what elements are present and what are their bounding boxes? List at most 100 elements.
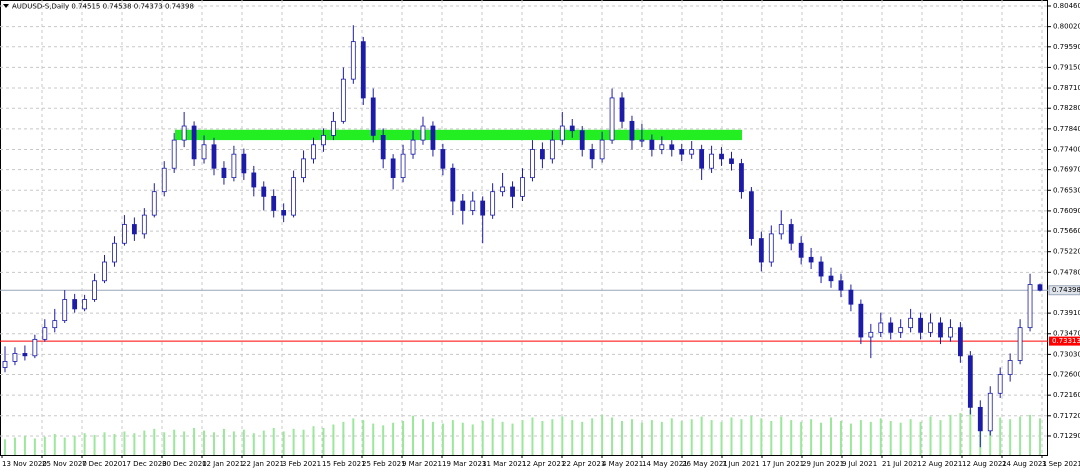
y-tick-label: 0.71720: [1053, 412, 1080, 420]
candle-body: [868, 331, 874, 338]
volume-bar: [541, 420, 544, 455]
volume-bar: [800, 421, 803, 455]
candle-body: [251, 172, 257, 188]
candle-body: [92, 280, 97, 300]
y-tick-label: 0.72160: [1053, 391, 1080, 399]
menu-arrow: [3, 4, 9, 8]
volume-bar: [740, 419, 743, 455]
candle-body: [161, 167, 167, 193]
x-tick-label: 12 Jan 2021: [202, 460, 244, 468]
y-tick-label: 0.77840: [1053, 125, 1080, 133]
y-tick-label: 0.73470: [1053, 330, 1080, 338]
y-tick-label: 0.75220: [1053, 248, 1080, 256]
candle-body: [1007, 360, 1013, 375]
bid-price-label: 0.74398: [1052, 286, 1080, 294]
y-tick-label: 0.73910: [1053, 309, 1080, 317]
candle-body: [540, 149, 545, 160]
volume-bar: [203, 430, 206, 455]
candle-body: [181, 125, 187, 141]
candle-body: [1037, 284, 1043, 291]
candle-body: [878, 322, 884, 333]
candle-body: [420, 125, 426, 141]
candle-body: [321, 135, 326, 146]
x-tick-label: 15 Feb 2021: [322, 460, 366, 468]
volume-bar: [402, 420, 405, 455]
volume-bar: [441, 423, 444, 455]
candle-body: [669, 144, 675, 150]
candle-body: [818, 261, 824, 277]
volume-bar: [143, 430, 146, 455]
level-layer: [0, 129, 1048, 342]
candle-body: [997, 374, 1003, 394]
candle-body: [82, 299, 88, 310]
candle-body: [350, 41, 356, 80]
volume-bar: [282, 431, 285, 455]
candle-body: [460, 200, 466, 211]
volume-bar: [73, 435, 76, 455]
candle-body: [291, 177, 297, 216]
candle-body: [410, 139, 416, 155]
volume-bar: [511, 423, 514, 455]
candle-body: [400, 153, 406, 179]
volume-bar: [839, 420, 842, 455]
volume-bar: [212, 432, 215, 455]
volume-bar: [621, 420, 624, 455]
volume-bar: [630, 419, 633, 455]
y-tick-label: 0.80020: [1053, 23, 1080, 31]
volume-bar: [581, 421, 584, 455]
y-tick-label: 0.78280: [1053, 104, 1080, 112]
candle-body: [450, 167, 456, 202]
y-tick-label: 0.77400: [1053, 145, 1080, 153]
candle-body: [798, 242, 804, 258]
candle-body: [898, 327, 904, 333]
volume-bar: [421, 419, 424, 455]
candle-body: [430, 125, 436, 150]
candle-body: [480, 200, 486, 216]
volume-bar: [123, 431, 126, 455]
candle-layer: [2, 25, 1043, 448]
volume-bar: [322, 427, 325, 455]
y-tick-label: 0.74780: [1053, 268, 1080, 276]
candle-body: [490, 191, 496, 216]
volume-bar: [262, 430, 265, 455]
candle-body: [122, 224, 127, 244]
candle-body: [271, 195, 277, 211]
candle-body: [699, 149, 705, 169]
candle-body: [530, 149, 535, 179]
volume-bar: [969, 409, 972, 455]
candle-body: [559, 125, 565, 141]
volume-bar: [232, 431, 235, 455]
volume-bar: [780, 416, 783, 455]
candle-body: [500, 186, 505, 193]
candle-body: [520, 177, 525, 197]
volume-bar: [272, 427, 275, 455]
volume-bar: [382, 425, 385, 455]
candle-body: [639, 139, 645, 142]
x-tick-label: 25 Feb 2021: [362, 460, 406, 468]
volume-bar: [939, 420, 942, 455]
candle-body: [928, 322, 933, 333]
candle-body: [2, 361, 8, 368]
volume-bar: [392, 422, 395, 455]
candle-body: [858, 303, 864, 338]
candle-body: [62, 299, 68, 322]
volume-bar: [133, 433, 136, 455]
x-tick-label: 31 Mar 2021: [482, 460, 526, 468]
x-tick-label: 21 Jul 2021: [882, 460, 922, 468]
volume-bar: [730, 417, 733, 455]
candle-body: [22, 353, 28, 357]
volume-bar: [471, 424, 474, 455]
volume-bar: [222, 428, 225, 455]
volume-bar: [601, 414, 604, 455]
high-value: 0.74538: [103, 3, 132, 11]
volume-bar: [43, 436, 46, 455]
candle-body: [221, 167, 227, 179]
volume-bar: [660, 421, 663, 455]
candle-body: [659, 144, 665, 150]
volume-bar: [292, 428, 295, 455]
volume-bar: [561, 416, 564, 455]
resistance-zone: [175, 129, 742, 141]
